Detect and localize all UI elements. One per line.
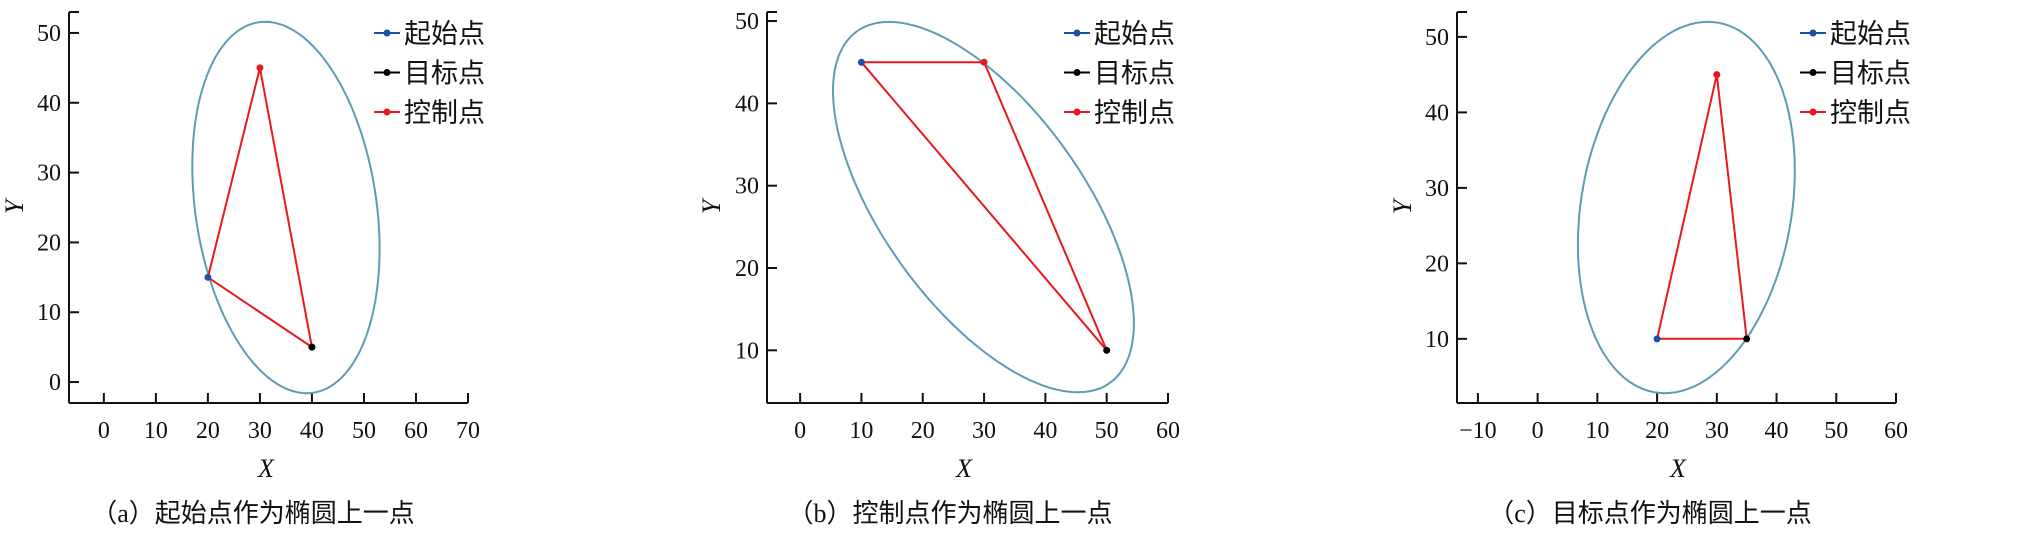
legend-marker (1073, 108, 1081, 116)
legend-marker (1073, 69, 1081, 76)
x-tick-label: 40 (1765, 418, 1789, 444)
control-triangle (859, 61, 1108, 351)
legend-marker (1809, 108, 1817, 116)
x-tick-label: 10 (144, 418, 168, 444)
x-tick-label: 60 (404, 418, 428, 444)
legend-item: 目标点 (374, 59, 485, 89)
y-tick-label: 0 (49, 370, 61, 396)
x-tick-label: 50 (1095, 418, 1119, 444)
legend-marker (383, 108, 391, 116)
legend-item: 目标点 (1064, 59, 1175, 89)
legend-marker (1073, 29, 1081, 37)
y-tick-label: 20 (37, 230, 61, 256)
legend-marker (383, 29, 391, 37)
x-tick-label: 20 (196, 418, 220, 444)
x-tick-label: 0 (1532, 418, 1544, 444)
x-tick-label: 30 (248, 418, 272, 444)
legend-label: 起始点 (404, 19, 485, 49)
y-tick-label: 20 (1425, 251, 1449, 277)
x-tick-label: 30 (1705, 418, 1729, 444)
x-axis-label: X (1669, 454, 1687, 483)
y-tick-label: 40 (37, 91, 61, 117)
y-tick-label: 10 (37, 300, 61, 326)
start-point (204, 273, 212, 281)
chart-caption: （b）控制点作为椭圆上一点 (787, 499, 1112, 528)
x-tick-label: 40 (300, 418, 324, 444)
legend-item: 起始点 (1800, 19, 1911, 49)
goal-point (308, 343, 316, 351)
y-tick-label: 10 (1425, 327, 1449, 353)
legend-label: 控制点 (1830, 98, 1911, 128)
legend-label: 控制点 (404, 98, 485, 128)
legend-item: 控制点 (374, 98, 485, 128)
x-tick-label: 10 (849, 418, 873, 444)
legend-label: 起始点 (1094, 19, 1175, 49)
legend-label: 目标点 (1094, 59, 1175, 89)
x-tick-label: 20 (1645, 418, 1669, 444)
goal-point (1743, 335, 1751, 343)
y-axis-label: Y (697, 197, 726, 214)
legend-item: 起始点 (374, 19, 485, 49)
y-axis-label: Y (1388, 197, 1417, 214)
ellipse-curve (191, 20, 381, 395)
x-tick-label: 60 (1156, 418, 1180, 444)
legend-item: 目标点 (1800, 59, 1911, 89)
y-axis-label: Y (0, 197, 29, 214)
y-tick-label: 40 (735, 91, 759, 117)
control-triangle (1655, 74, 1748, 340)
x-tick-label: −10 (1459, 418, 1497, 444)
x-axis-label: X (955, 454, 973, 483)
legend-marker (1809, 29, 1817, 37)
x-tick-label: 70 (456, 418, 480, 444)
x-tick-label: 20 (911, 418, 935, 444)
legend-label: 目标点 (1830, 59, 1911, 89)
legend-marker (383, 69, 391, 76)
y-tick-label: 30 (37, 161, 61, 187)
legend-label: 控制点 (1094, 98, 1175, 128)
x-tick-label: 30 (972, 418, 996, 444)
legend-item: 控制点 (1800, 98, 1911, 128)
x-tick-label: 50 (352, 418, 376, 444)
x-tick-label: 0 (794, 418, 806, 444)
legend-label: 目标点 (404, 59, 485, 89)
ellipse-curve (831, 20, 1135, 394)
start-point (857, 58, 865, 66)
y-tick-label: 40 (1425, 100, 1449, 126)
x-tick-label: 10 (1585, 418, 1609, 444)
chart-panel-a: 0 10 20 30 40 50 60 70 0 10 20 30 40 50 X Y （a）起始点作为椭圆上一… (0, 11, 485, 528)
control-point (256, 64, 264, 72)
chart-caption: （a）起始点作为椭圆上一点 (91, 499, 415, 528)
legend-marker (1809, 69, 1817, 76)
legend-label: 起始点 (1830, 19, 1911, 49)
start-point (1653, 335, 1661, 343)
x-tick-label: 40 (1033, 418, 1057, 444)
y-tick-label: 50 (1425, 25, 1449, 51)
x-tick-label: 0 (98, 418, 110, 444)
x-axis-label: X (257, 454, 275, 483)
y-tick-label: 50 (37, 21, 61, 47)
legend-item: 起始点 (1064, 19, 1175, 49)
y-tick-label: 30 (735, 174, 759, 200)
legend-item: 控制点 (1064, 98, 1175, 128)
y-tick-label: 10 (735, 338, 759, 364)
y-tick-label: 30 (1425, 176, 1449, 202)
x-tick-label: 50 (1824, 418, 1848, 444)
ellipse-curve (1576, 20, 1796, 395)
goal-point (1103, 346, 1111, 354)
chart-panel-c: −10 0 10 20 30 40 50 60 10 20 30 40 50 X Y （c）目标点作为椭圆上一… (1388, 11, 1911, 528)
chart-panel-b: 0 10 20 30 40 50 60 10 20 30 40 50 X Y （b）控制点作为椭圆上一点 起始… (697, 9, 1180, 528)
control-triangle (206, 67, 314, 350)
y-tick-label: 20 (735, 256, 759, 282)
chart-caption: （c）目标点作为椭圆上一点 (1488, 499, 1812, 528)
x-tick-label: 60 (1884, 418, 1908, 444)
control-point (1713, 71, 1721, 79)
y-tick-label: 50 (735, 9, 759, 35)
control-point (980, 58, 988, 66)
